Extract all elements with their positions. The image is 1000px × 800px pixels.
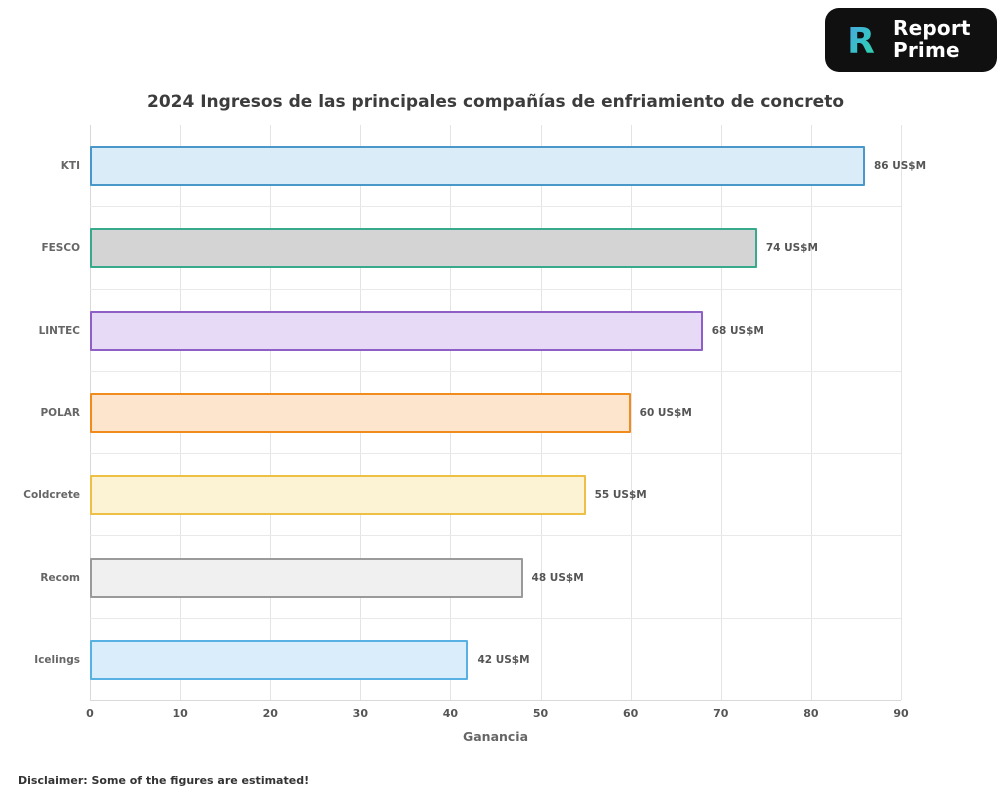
bar-FESCO bbox=[90, 228, 757, 269]
category-label: Recom bbox=[40, 571, 80, 584]
bar-POLAR bbox=[90, 392, 631, 433]
bar-row-Recom: Recom 48 US$M bbox=[40, 536, 901, 619]
x-tick-label-60: 60 bbox=[623, 707, 639, 720]
value-label: 55 US$M bbox=[594, 489, 647, 502]
value-label: 48 US$M bbox=[531, 571, 584, 584]
value-label: 74 US$M bbox=[765, 242, 818, 255]
x-tick-label-20: 20 bbox=[262, 707, 278, 720]
gridline-row-separator bbox=[90, 453, 901, 455]
svg-text:R: R bbox=[847, 21, 875, 62]
gridline-row-separator bbox=[90, 206, 901, 208]
gridline-row-separator bbox=[90, 370, 901, 372]
bar-Coldcrete bbox=[90, 475, 586, 516]
disclaimer-text: Disclaimer: Some of the figures are esti… bbox=[18, 774, 310, 787]
x-tick-label-40: 40 bbox=[442, 707, 459, 720]
report-prime-logo-icon: R bbox=[847, 21, 875, 62]
report-prime-logo: R Report Prime bbox=[825, 8, 997, 72]
value-label: 86 US$M bbox=[873, 160, 927, 173]
x-tick-label-80: 80 bbox=[803, 707, 819, 720]
x-tick-label-50: 50 bbox=[532, 707, 549, 720]
bar-row-LINTEC: LINTEC 68 US$M bbox=[39, 290, 901, 372]
value-label: 68 US$M bbox=[711, 324, 764, 337]
bar-row-POLAR: POLAR 60 US$M bbox=[40, 372, 901, 455]
bar-LINTEC bbox=[90, 310, 703, 351]
x-axis: 0 10 20 30 40 50 60 70 80 90 bbox=[86, 701, 908, 727]
logo-line1: Report bbox=[893, 16, 971, 41]
gridline-x-60 bbox=[630, 125, 632, 700]
x-tick-label-70: 70 bbox=[713, 707, 729, 720]
plot-area: KTI 86 US$M FESCO 74 US$M LINTEC 68 US$M POLAR… bbox=[23, 125, 926, 701]
x-tick-label-10: 10 bbox=[172, 707, 188, 720]
bar-row-FESCO: FESCO 74 US$M bbox=[41, 207, 901, 290]
bar-Icelings bbox=[90, 639, 469, 680]
gridline-x-90 bbox=[901, 125, 902, 700]
bar-row-KTI: KTI 86 US$M bbox=[61, 125, 926, 208]
logo-text: Report Prime bbox=[893, 18, 971, 61]
x-tick-label-30: 30 bbox=[352, 707, 368, 720]
category-label: Icelings bbox=[34, 653, 80, 666]
chart-title: 2024 Ingresos de las principales compañí… bbox=[147, 92, 844, 112]
gridline-row-separator bbox=[90, 535, 901, 537]
bar-KTI bbox=[90, 146, 865, 187]
x-axis-title: Ganancia bbox=[462, 729, 529, 744]
value-label: 42 US$M bbox=[477, 653, 530, 666]
logo-line2: Prime bbox=[893, 38, 960, 62]
x-tick-label-0: 0 bbox=[86, 707, 94, 720]
category-label: Coldcrete bbox=[23, 489, 80, 502]
x-tick-label-90: 90 bbox=[893, 707, 909, 720]
value-label: 60 US$M bbox=[639, 406, 692, 419]
gridline-row-separator bbox=[90, 288, 901, 290]
bar-Recom bbox=[90, 557, 523, 598]
gridline-x-80 bbox=[810, 125, 812, 700]
bar-row-Coldcrete: Coldcrete 55 US$M bbox=[23, 454, 901, 537]
category-label: KTI bbox=[60, 160, 80, 173]
category-label: FESCO bbox=[41, 242, 80, 255]
category-label: LINTEC bbox=[38, 324, 80, 337]
gridline-x-70 bbox=[720, 125, 722, 700]
bar-row-Icelings: Icelings 42 US$M bbox=[34, 619, 901, 701]
gridline-row-separator bbox=[90, 617, 901, 619]
category-label: POLAR bbox=[40, 406, 80, 419]
